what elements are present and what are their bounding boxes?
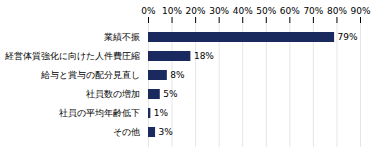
svg-text:給与と賞与の配分見直し: 給与と賞与の配分見直し (40, 70, 140, 80)
svg-text:50%: 50% (256, 6, 276, 16)
svg-text:0%: 0% (141, 6, 156, 16)
svg-text:社員の平均年齢低下: 社員の平均年齢低下 (59, 108, 140, 118)
svg-text:10%: 10% (162, 6, 182, 16)
svg-text:業績不振: 業績不振 (104, 32, 140, 42)
svg-text:30%: 30% (209, 6, 229, 16)
svg-text:5%: 5% (163, 89, 178, 99)
svg-text:60%: 60% (280, 6, 300, 16)
svg-text:80%: 80% (327, 6, 347, 16)
svg-text:1%: 1% (154, 108, 169, 118)
svg-text:40%: 40% (233, 6, 253, 16)
svg-text:経営体質強化に向けた人件費圧縮: 経営体質強化に向けた人件費圧縮 (4, 51, 140, 61)
svg-text:20%: 20% (186, 6, 206, 16)
svg-text:8%: 8% (170, 70, 185, 80)
svg-text:社員数の増加: 社員数の増加 (86, 89, 140, 99)
svg-text:90%: 90% (350, 6, 370, 16)
svg-text:3%: 3% (159, 127, 174, 137)
svg-text:18%: 18% (194, 51, 214, 61)
svg-text:79%: 79% (338, 32, 358, 42)
svg-text:70%: 70% (303, 6, 323, 16)
svg-text:その他: その他 (113, 127, 140, 137)
